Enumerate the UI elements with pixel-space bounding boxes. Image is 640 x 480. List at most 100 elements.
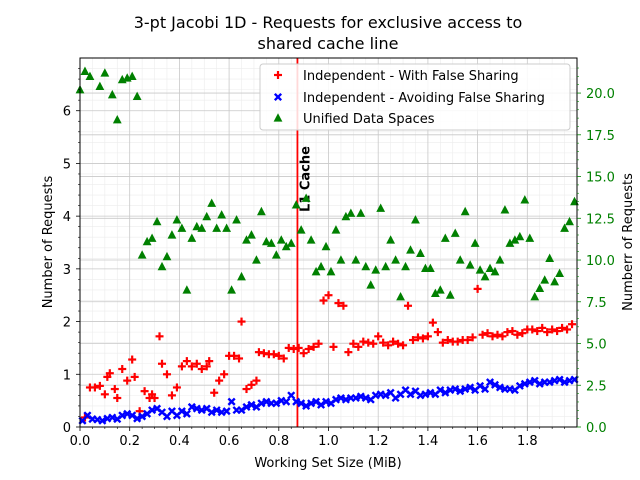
blue-x-point [456,387,465,396]
red-plus-point [235,354,244,363]
x-tick-label: 1.8 [517,434,538,449]
green-triangle-point [271,250,281,259]
green-triangle-point [555,268,565,277]
red-plus-point [399,341,408,350]
green-triangle-point [440,233,450,242]
green-triangle-point [406,245,415,254]
green-triangle-point [142,236,152,246]
red-plus-point [299,349,308,358]
x-axis-title: Working Set Size (MiB) [254,456,401,471]
green-triangle-point [490,266,500,276]
green-triangle-point [326,266,336,276]
blue-x-point [257,399,266,408]
green-triangle-point [112,114,122,124]
green-triangle-point [132,91,142,101]
red-plus-point [110,385,119,394]
blue-x-point [481,384,490,394]
red-plus-point [369,339,378,348]
red-plus-point [202,362,211,371]
red-plus-point [105,369,114,378]
red-plus-point [508,327,517,336]
red-plus-point [468,333,477,342]
blue-x-point [421,390,430,399]
red-plus-point [100,390,109,399]
red-plus-point [177,362,186,371]
x-tick-label: 0.6 [219,434,240,449]
green-triangle-point [80,66,90,75]
legend-marker-plus [274,71,282,79]
red-plus-point [155,332,164,341]
green-triangle-point [162,251,172,261]
blue-x-point [406,390,415,399]
green-triangle-point [157,261,167,271]
blue-x-point [292,397,301,406]
green-triangle-point [100,68,110,77]
green-triangle-point [560,223,569,232]
green-triangle-point [381,261,391,271]
green-triangle-point [386,235,396,244]
green-triangle-point [281,241,291,251]
x-tick-label: 1.4 [418,434,439,449]
green-triangle-point [396,291,405,301]
blue-x-point [272,399,281,408]
red-plus-point [324,291,333,300]
red-plus-point [379,338,388,347]
green-triangle-point [346,208,356,217]
legend-markers [273,71,283,122]
green-triangle-point [311,266,321,276]
green-triangle-point [172,215,182,224]
red-plus-point [118,365,127,374]
red-plus-point [279,354,288,363]
blue-x-point [495,383,505,392]
green-triangle-point [247,230,256,239]
red-plus-point [528,325,537,334]
green-triangle-point [500,205,510,214]
legend: Independent - With False Sharing Indepen… [259,63,571,131]
green-triangle-point [316,261,326,271]
green-triangle-point [475,265,485,274]
red-plus-point [294,343,303,352]
red-plus-point [304,344,313,353]
red-plus-point [518,329,527,338]
green-triangle-point [237,271,246,281]
y-tick-label: 2 [63,316,71,331]
red-plus-point [172,383,181,392]
green-triangle-point [127,71,137,80]
red-plus-point [274,351,283,360]
green-triangle-point [212,223,222,232]
blue-x-point [356,392,365,401]
chart-title-line-2: shared cache line [258,34,399,53]
blue-x-point [451,384,460,394]
blue-x-point [535,379,544,388]
red-plus-point [463,336,472,345]
blue-x-point [530,376,539,385]
green-triangle-point [261,236,271,246]
red-plus-point [140,387,149,396]
green-triangle-point [540,275,550,284]
green-triangle-point [202,211,212,221]
y2-tick-label: 15.0 [586,171,615,186]
blue-x-point [476,381,485,390]
green-triangle-point [356,208,366,217]
blue-x-point [177,407,186,416]
red-plus-point [438,338,447,347]
red-plus-point [329,342,338,351]
green-triangle-point [445,290,455,299]
red-plus-point [563,325,572,334]
y-tick-label: 5 [63,157,71,172]
blue-x-point [341,395,350,404]
green-triangle-point [371,265,381,274]
red-plus-point [548,325,557,334]
blue-x-point [461,384,470,394]
y2-tick-label: 0.0 [586,421,607,436]
y-tick-label: 1 [63,368,71,383]
green-triangle-point [187,233,197,242]
blue-x-point [515,381,524,390]
blue-x-point [361,393,370,403]
green-triangle-point [152,216,162,226]
red-plus-point [394,339,403,348]
green-triangle-point [222,223,232,232]
green-triangle-point [137,250,147,259]
red-plus-point [192,359,201,368]
red-plus-point [389,337,398,346]
